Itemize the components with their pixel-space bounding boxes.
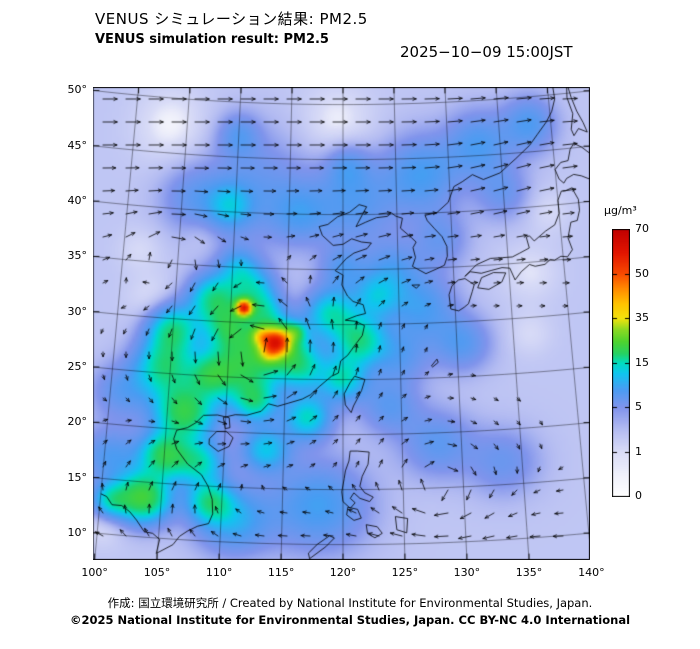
y-tick-label: 35°: [67, 249, 88, 263]
page-title-english: VENUS simulation result: PM2.5: [95, 32, 329, 47]
y-tick-label: 15°: [67, 470, 88, 484]
colorbar-tick-label: 5: [635, 400, 642, 413]
x-tick-label: 105°: [143, 566, 171, 579]
y-tick-label: 40°: [67, 194, 88, 208]
simulation-timestamp: 2025−10−09 15:00JST: [400, 43, 573, 61]
x-tick-label: 125°: [391, 566, 419, 579]
colorbar-tick-label: 50: [635, 267, 649, 280]
x-tick-label: 100°: [81, 566, 108, 579]
colorbar: [612, 229, 630, 497]
credit-line: 作成: 国立環境研究所 / Created by National Instit…: [107, 596, 593, 610]
y-tick-label: 45°: [67, 138, 88, 152]
pm25-map-canvas: [93, 87, 590, 560]
y-tick-label: 20°: [67, 415, 88, 429]
y-tick-label: 50°: [67, 83, 88, 97]
x-tick-label: 120°: [329, 566, 357, 579]
colorbar-tick-label: 1: [635, 445, 642, 458]
license-line: ©2025 National Institute for Environment…: [69, 613, 631, 627]
y-tick-label: 30°: [67, 304, 88, 318]
x-tick-label: 115°: [267, 566, 295, 579]
x-tick-label: 140°: [578, 566, 605, 579]
page-title-japanese: VENUS シミュレーション結果: PM2.5: [95, 10, 368, 28]
colorbar-tick-label: 70: [635, 222, 649, 235]
y-tick-label: 25°: [67, 360, 88, 374]
x-tick-label: 130°: [453, 566, 481, 579]
colorbar-tick-label: 0: [635, 489, 642, 502]
colorbar-tick-label: 15: [635, 356, 649, 369]
x-tick-label: 110°: [205, 566, 233, 579]
x-tick-label: 135°: [515, 566, 543, 579]
colorbar-tick-label: 35: [635, 311, 649, 324]
colorbar-units-label: µg/m³: [604, 204, 637, 217]
y-tick-label: 10°: [67, 525, 88, 539]
